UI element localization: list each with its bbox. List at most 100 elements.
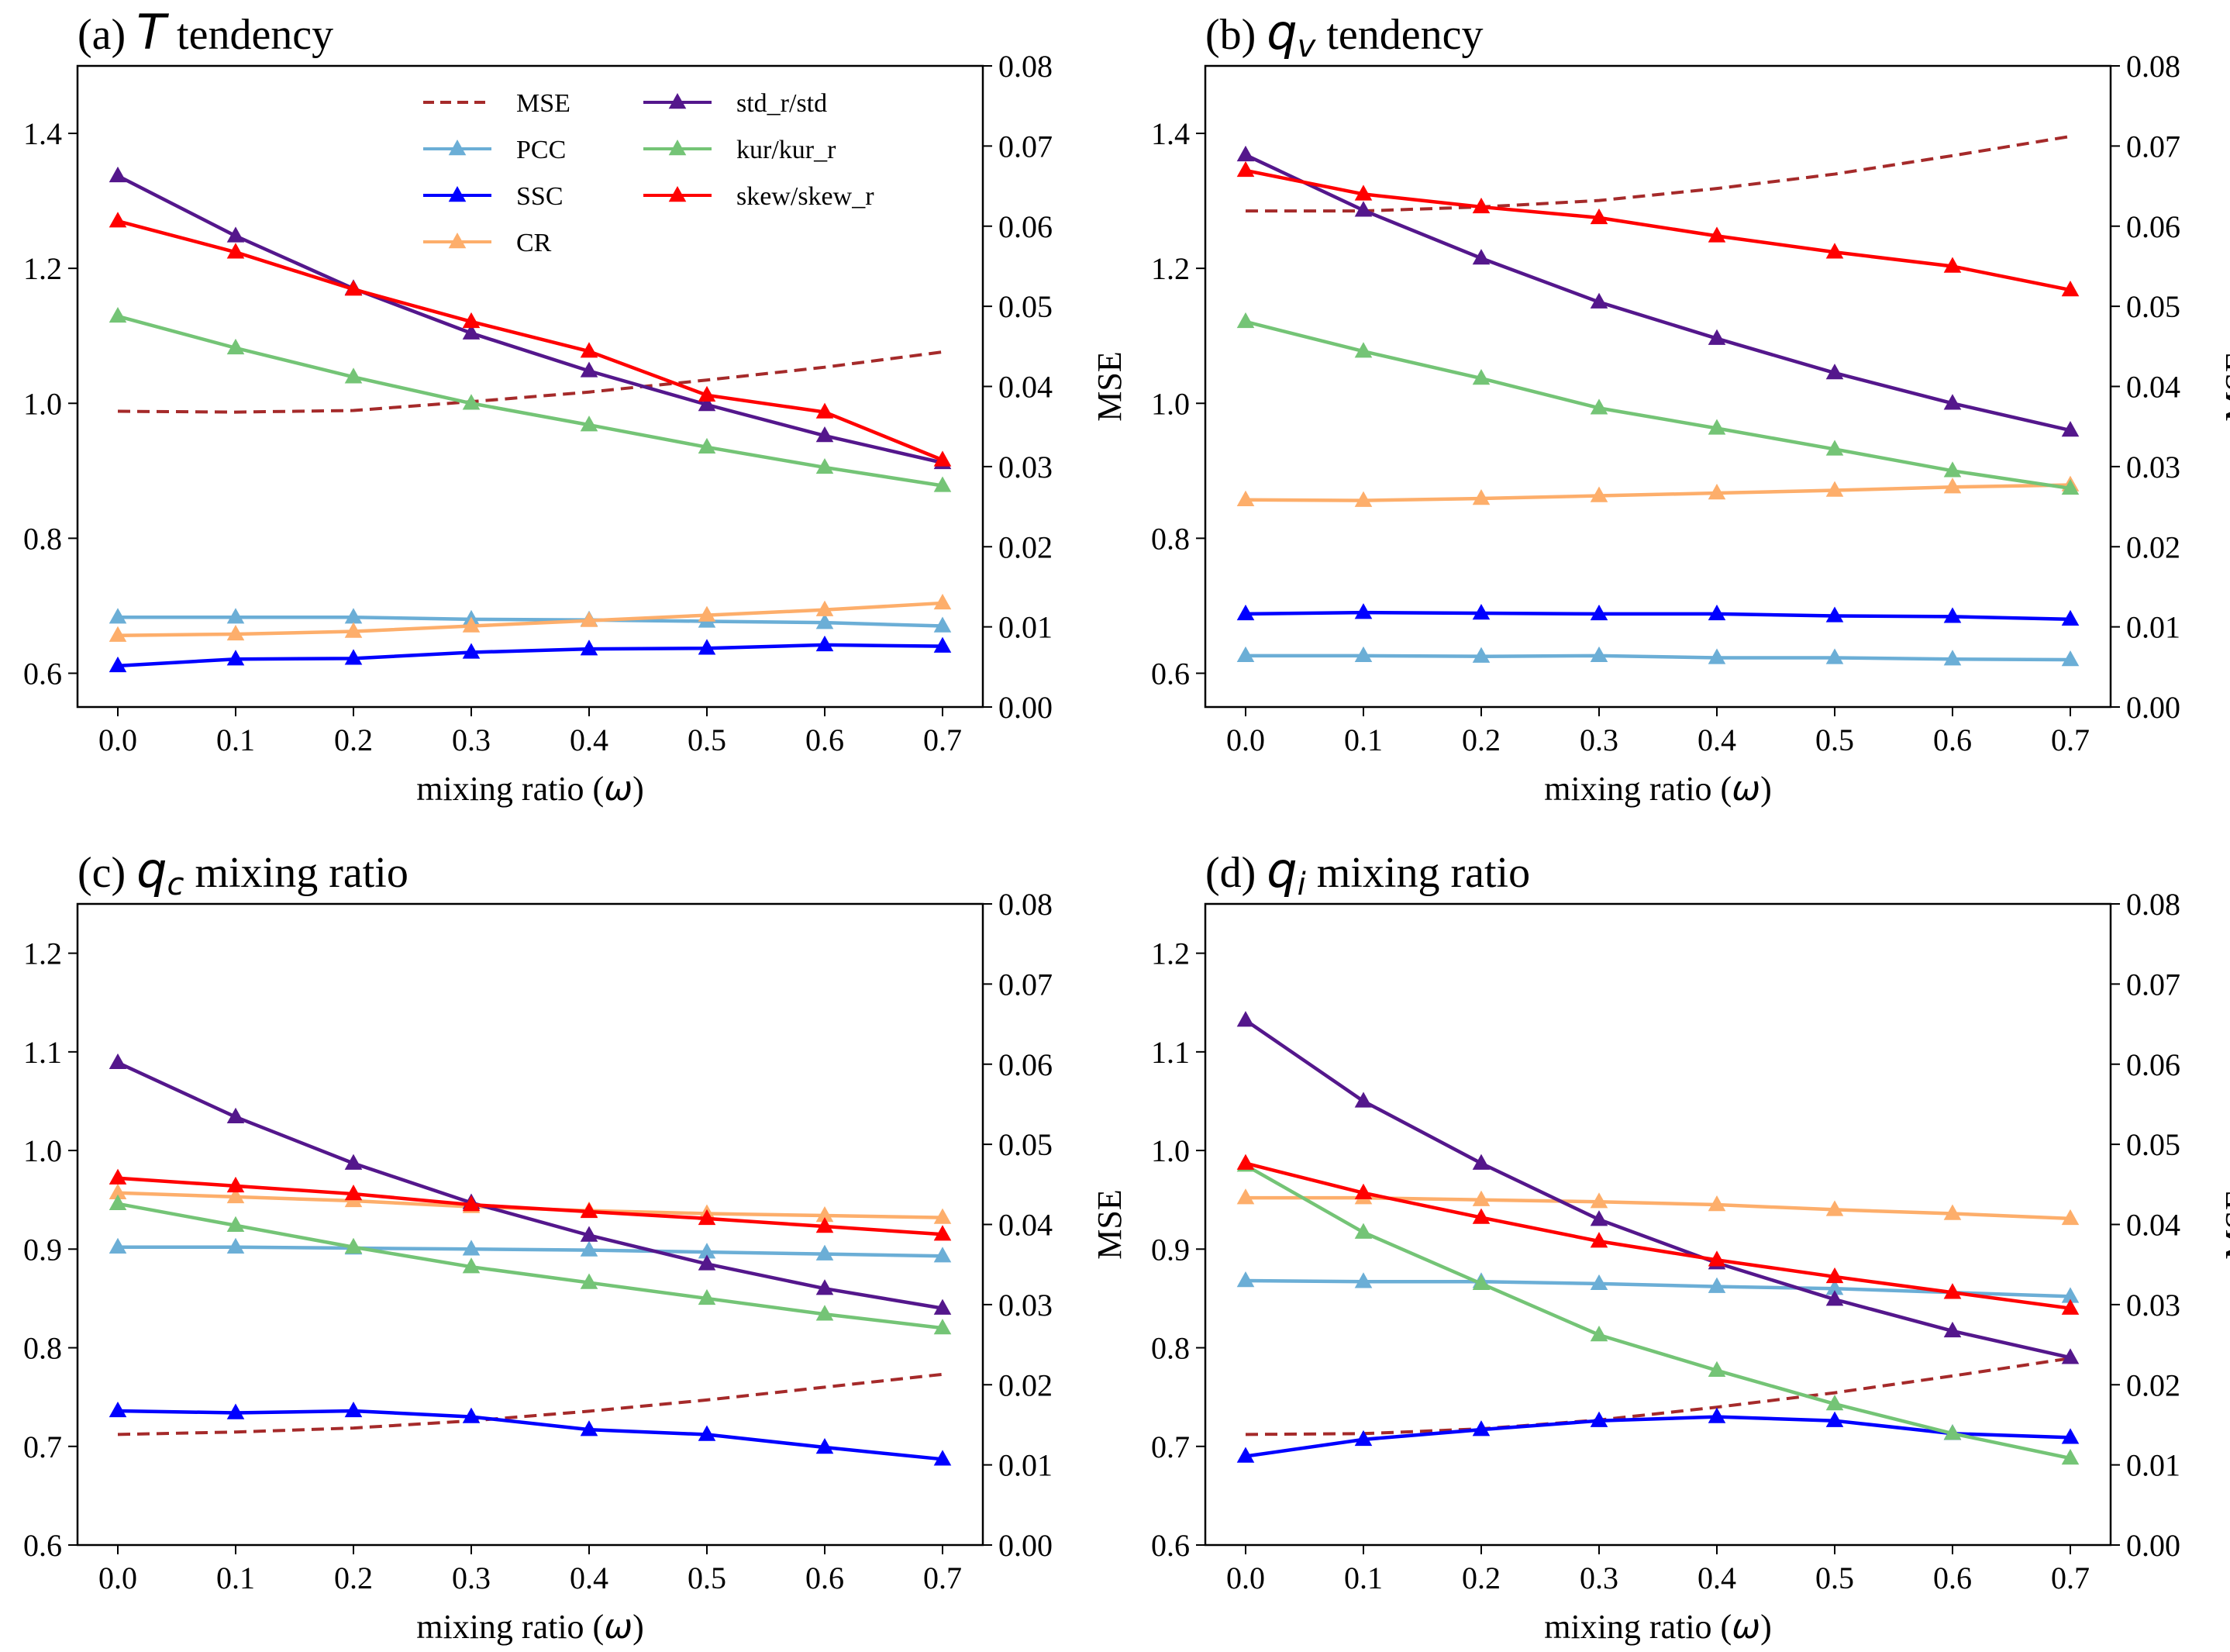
y2-tick-label: 0.05 <box>2126 1127 2180 1162</box>
series-line-kur/kur_r <box>117 314 943 488</box>
x-axis-label: mixing ratio (ω) <box>1544 1607 1771 1647</box>
legend-label: std_r/std <box>736 89 827 118</box>
y2-tick-label: 0.06 <box>998 1047 1053 1082</box>
series-line-PCC <box>1245 1278 2071 1298</box>
x-tick-label: 0.4 <box>1697 723 1736 757</box>
data-point <box>1472 603 1491 620</box>
x-axis-label-close: ) <box>1760 770 1772 808</box>
data-point <box>1590 1274 1608 1291</box>
title-variable: T <box>136 4 169 60</box>
x-axis-label-text: mixing ratio ( <box>1544 1608 1732 1646</box>
x-tick-label: 0.0 <box>1226 1561 1265 1595</box>
series-line-skew/skew_r <box>1245 168 2071 292</box>
data-point <box>933 476 952 492</box>
title-variable: q <box>136 842 167 898</box>
y2-tick-label: 0.00 <box>998 1528 1053 1563</box>
x-axis-label-close: ) <box>632 1608 644 1646</box>
data-point <box>1708 604 1726 621</box>
x-tick-label: 0.4 <box>570 723 608 757</box>
series-line-kur/kur_r <box>1245 319 2071 491</box>
data-point <box>344 367 363 384</box>
series-line-skew/skew_r <box>117 219 943 462</box>
y2-tick-label: 0.04 <box>2126 370 2180 405</box>
legend-marker <box>448 139 467 156</box>
data-point <box>815 426 834 443</box>
series-MSE <box>117 350 943 414</box>
data-point <box>933 1208 952 1224</box>
x-axis-label-text: mixing ratio ( <box>1544 770 1732 808</box>
legend-item-PCC: PCC <box>423 136 566 164</box>
data-point <box>933 1319 952 1335</box>
series-skew/skew_r <box>109 1168 952 1241</box>
y2-tick-label: 0.02 <box>2126 529 2180 564</box>
y2-axis-label: MSE <box>2218 351 2230 421</box>
y-tick-label: 0.8 <box>1151 521 1190 556</box>
series-PCC <box>109 1237 952 1263</box>
title-suffix: mixing ratio <box>1306 849 1530 897</box>
data-point <box>2061 280 2080 297</box>
data-point <box>226 650 245 666</box>
y2-tick-label: 0.05 <box>998 1127 1053 1162</box>
data-point <box>698 1288 716 1305</box>
data-point <box>580 416 598 432</box>
x-tick-label: 0.7 <box>923 723 962 757</box>
data-point <box>462 312 481 329</box>
data-point <box>1590 1192 1608 1209</box>
data-point <box>1708 419 1726 435</box>
title-subscript: c <box>167 867 184 902</box>
data-point <box>2061 478 2080 495</box>
data-point <box>933 616 952 633</box>
data-point <box>580 1226 598 1242</box>
series-line-skew/skew_r <box>1245 1161 2071 1310</box>
x-tick-label: 0.6 <box>1933 723 1972 757</box>
y2-tick-label: 0.08 <box>2126 887 2180 922</box>
data-point <box>1708 1361 1726 1378</box>
y2-axis-label: MSE <box>1091 1189 1129 1259</box>
x-tick-label: 0.5 <box>1815 1561 1854 1595</box>
data-point <box>109 656 127 673</box>
y-tick-label: 0.6 <box>23 656 62 691</box>
data-point <box>226 226 245 243</box>
series-CR <box>1236 475 2080 507</box>
data-point <box>1825 243 1844 259</box>
x-tick-label: 0.6 <box>805 723 844 757</box>
data-point <box>109 1168 127 1185</box>
series-skew/skew_r <box>1236 1154 2080 1315</box>
data-point <box>344 280 363 296</box>
x-tick-label: 0.5 <box>688 723 726 757</box>
series-CR <box>109 593 952 642</box>
x-tick-label: 0.0 <box>1226 723 1265 757</box>
data-point <box>109 626 127 642</box>
series-line-PCC <box>1246 654 2071 662</box>
data-point <box>1943 1424 1962 1440</box>
series-line-PCC <box>118 1245 943 1258</box>
data-point <box>344 1401 363 1418</box>
panel-title: (b) qv tendency <box>1205 4 1483 64</box>
data-point <box>1943 1321 1962 1338</box>
y-tick-label: 0.7 <box>23 1430 62 1464</box>
data-point <box>698 395 716 412</box>
series-line-SSC <box>1245 1415 2071 1458</box>
data-point <box>1354 1092 1373 1108</box>
title-suffix: mixing ratio <box>184 849 408 897</box>
y2-tick-label: 0.01 <box>998 610 1053 645</box>
series-kur/kur_r <box>109 1194 952 1335</box>
title-prefix: (d) <box>1205 849 1267 897</box>
y2-tick-label: 0.06 <box>2126 1047 2180 1082</box>
y2-tick-label: 0.01 <box>2126 1448 2180 1483</box>
data-point <box>1708 1407 1726 1423</box>
x-tick-label: 0.6 <box>805 1561 844 1595</box>
y-tick-label: 1.0 <box>23 1133 62 1168</box>
title-subscript: v <box>1298 29 1317 64</box>
y-tick-label: 0.6 <box>1151 656 1190 691</box>
data-point <box>698 1209 716 1226</box>
x-tick-label: 0.2 <box>334 1561 373 1595</box>
data-point <box>933 1247 952 1263</box>
x-tick-label: 0.7 <box>2051 1561 2090 1595</box>
series-line-SSC <box>117 1409 943 1461</box>
data-point <box>1236 1447 1255 1463</box>
data-point <box>1354 1183 1373 1199</box>
data-point <box>1472 197 1491 214</box>
data-point <box>815 1305 834 1321</box>
